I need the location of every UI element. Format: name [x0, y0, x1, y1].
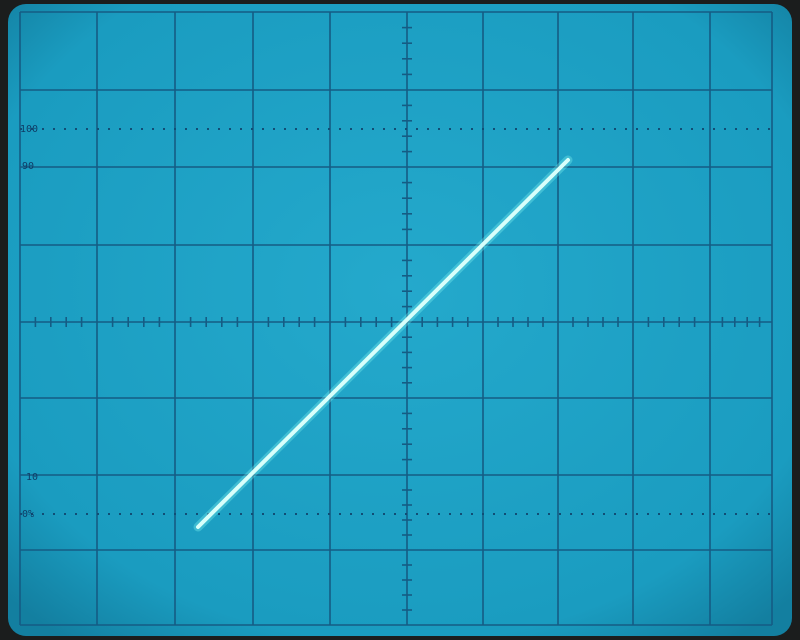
graticule	[19, 11, 773, 626]
trace	[196, 158, 570, 529]
label-90: 90	[22, 161, 34, 172]
label-100: 100	[20, 124, 38, 135]
label-0: 0%	[22, 509, 34, 520]
label-10: 10	[26, 472, 38, 483]
screen	[8, 4, 792, 636]
